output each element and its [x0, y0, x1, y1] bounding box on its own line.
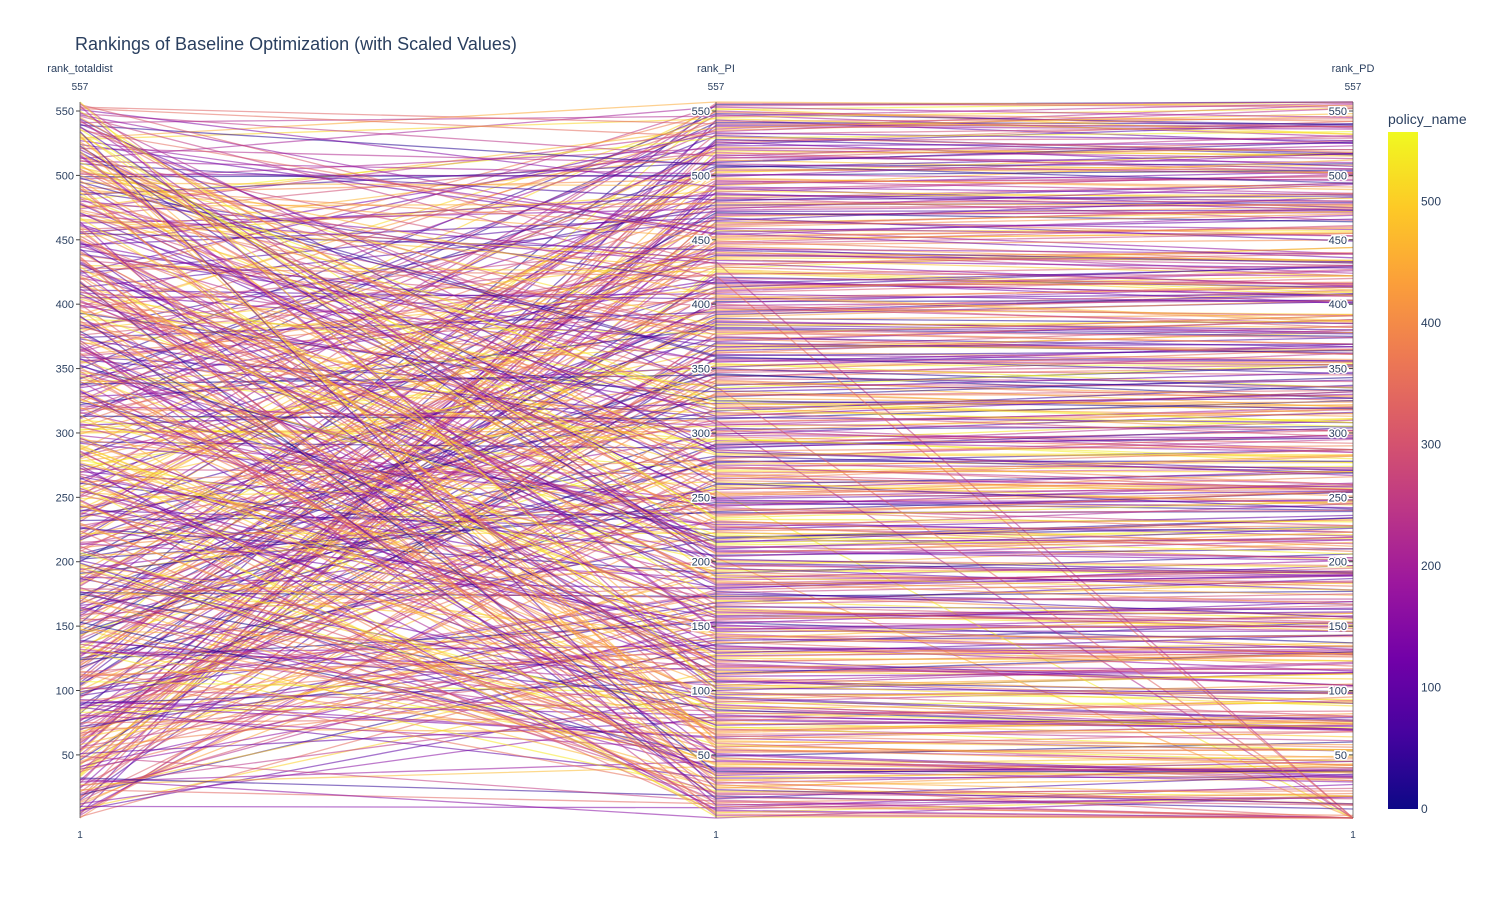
- colorbar-tick-label: 300: [1421, 437, 1441, 451]
- tick-label: 500: [56, 170, 74, 182]
- tick-label: 300: [692, 428, 710, 440]
- colorbar-tick-label: 200: [1421, 559, 1441, 573]
- tick-label: 150: [1329, 621, 1347, 633]
- colorbar-tick-label: 400: [1421, 316, 1441, 330]
- tick-label: 100: [1329, 686, 1347, 698]
- tick-label: 450: [1329, 235, 1347, 247]
- tick-label: 150: [692, 621, 710, 633]
- tick-label: 200: [692, 557, 710, 569]
- colorbar-tick-label: 100: [1421, 680, 1441, 694]
- tick-label: 50: [698, 750, 710, 762]
- tick-label: 550: [692, 106, 710, 118]
- tick-label: 50: [62, 750, 74, 762]
- colorbar-title: policy_name: [1388, 111, 1467, 127]
- tick-label: 550: [56, 106, 74, 118]
- tick-label: 500: [1329, 170, 1347, 182]
- tick-label: 450: [692, 235, 710, 247]
- axis-label: rank_totaldist: [47, 63, 112, 75]
- tick-label: 450: [56, 235, 74, 247]
- colorbar: policy_name 0 100 200 300 400 500: [1388, 111, 1467, 816]
- tick-label: 50: [1335, 750, 1347, 762]
- tick-label: 300: [1329, 428, 1347, 440]
- tick-label: 550: [1329, 106, 1347, 118]
- axis-max-label: 557: [708, 82, 725, 93]
- colorbar-tick-label: 500: [1421, 194, 1441, 208]
- tick-label: 250: [1329, 492, 1347, 504]
- axis-label: rank_PD: [1332, 63, 1375, 75]
- tick-label: 200: [56, 557, 74, 569]
- tick-label: 100: [692, 686, 710, 698]
- tick-label: 350: [56, 364, 74, 376]
- tick-label: 400: [692, 299, 710, 311]
- axis-label: rank_PI: [697, 63, 735, 75]
- axis-min-label: 1: [713, 830, 719, 841]
- tick-label: 400: [56, 299, 74, 311]
- tick-label: 150: [56, 621, 74, 633]
- tick-label: 100: [56, 686, 74, 698]
- axis-max-label: 557: [1345, 82, 1362, 93]
- axis-max-label: 557: [72, 82, 89, 93]
- tick-label: 350: [692, 364, 710, 376]
- colorbar-gradient: [1388, 132, 1418, 809]
- colorbar-ticks: 0 100 200 300 400 500: [1421, 194, 1441, 816]
- chart-title: Rankings of Baseline Optimization (with …: [75, 34, 517, 54]
- axis-min-label: 1: [1350, 830, 1356, 841]
- axis-min-label: 1: [77, 830, 83, 841]
- tick-label: 300: [56, 428, 74, 440]
- tick-label: 350: [1329, 364, 1347, 376]
- tick-label: 250: [56, 492, 74, 504]
- axes-layer: rank_totaldist55715010015020025030035040…: [47, 63, 1374, 841]
- colorbar-tick-label: 0: [1421, 802, 1428, 816]
- tick-label: 400: [1329, 299, 1347, 311]
- tick-label: 500: [692, 170, 710, 182]
- tick-label: 200: [1329, 557, 1347, 569]
- tick-label: 250: [692, 492, 710, 504]
